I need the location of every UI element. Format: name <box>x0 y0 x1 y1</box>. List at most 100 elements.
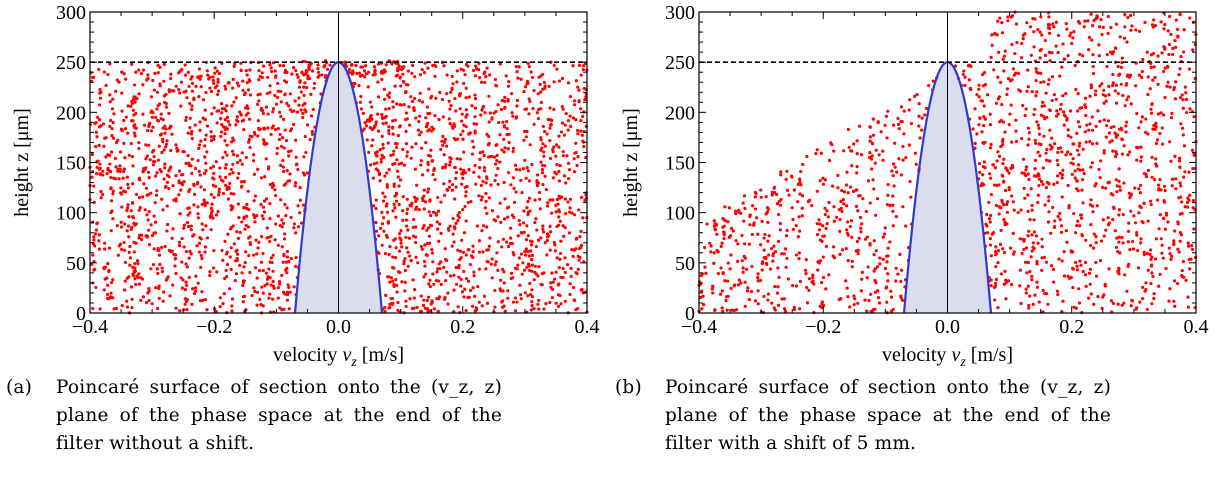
data-point <box>421 303 426 307</box>
data-point <box>201 228 205 232</box>
data-point <box>881 149 885 153</box>
data-point <box>1026 68 1030 72</box>
data-point <box>161 118 165 122</box>
data-point <box>994 277 999 282</box>
data-point <box>818 179 822 183</box>
data-point <box>382 155 386 160</box>
data-point <box>1122 36 1127 40</box>
data-point <box>1030 249 1034 253</box>
data-point <box>1042 134 1046 138</box>
data-point <box>416 128 421 132</box>
data-point <box>468 262 473 267</box>
data-point <box>736 242 740 246</box>
data-point <box>505 119 509 124</box>
data-point <box>434 96 438 100</box>
data-point <box>169 124 173 129</box>
data-point <box>187 224 191 229</box>
data-point <box>760 268 764 272</box>
data-point <box>527 112 531 116</box>
data-point <box>191 287 195 291</box>
data-point <box>466 279 471 283</box>
data-point <box>1166 29 1170 33</box>
data-point <box>264 197 269 201</box>
data-point <box>517 256 521 260</box>
data-point <box>427 234 431 238</box>
data-point <box>152 214 156 218</box>
data-point <box>987 217 992 221</box>
data-point <box>420 100 425 104</box>
data-point <box>1002 250 1007 255</box>
data-point <box>835 215 839 220</box>
data-point <box>897 127 901 131</box>
data-point <box>227 81 231 85</box>
data-point <box>165 180 170 184</box>
data-point <box>153 220 157 224</box>
data-point <box>1135 233 1139 237</box>
data-point <box>1176 35 1180 39</box>
data-point <box>422 188 426 192</box>
data-point <box>397 202 401 207</box>
data-point <box>1027 229 1031 233</box>
data-point <box>259 202 263 207</box>
data-point <box>493 219 498 223</box>
data-point <box>1094 89 1098 93</box>
data-point <box>429 213 433 218</box>
data-point <box>907 143 911 147</box>
data-point <box>1027 131 1031 135</box>
data-point <box>362 127 366 131</box>
data-point <box>510 241 514 246</box>
data-point <box>1002 157 1006 161</box>
data-point <box>1037 126 1041 130</box>
data-point <box>772 186 776 190</box>
data-point <box>1005 92 1009 97</box>
data-point <box>1083 19 1087 23</box>
data-point <box>1125 40 1129 44</box>
data-point <box>1075 178 1079 183</box>
data-point <box>747 297 751 302</box>
data-point <box>703 246 707 250</box>
data-point <box>381 199 386 203</box>
data-point <box>111 120 115 125</box>
data-point <box>1073 63 1077 68</box>
data-point <box>838 217 842 222</box>
data-point <box>388 280 392 284</box>
data-point <box>230 297 235 301</box>
data-point <box>443 137 447 142</box>
data-point <box>1081 168 1085 172</box>
data-point <box>1034 141 1038 145</box>
data-point <box>462 295 466 299</box>
data-point <box>769 246 774 251</box>
data-point <box>234 96 238 100</box>
data-point <box>269 132 273 137</box>
data-point <box>123 260 128 265</box>
data-point <box>109 210 113 215</box>
data-point <box>402 102 406 107</box>
y-tick-label: 300 <box>665 2 695 24</box>
data-point <box>134 126 138 130</box>
data-point <box>782 307 787 311</box>
data-point <box>131 164 135 168</box>
data-point <box>442 140 447 144</box>
data-point <box>1108 140 1112 144</box>
data-point <box>536 116 540 121</box>
data-point <box>391 152 395 157</box>
data-point <box>1080 178 1085 182</box>
data-point <box>961 72 965 77</box>
data-point <box>888 240 892 244</box>
data-point <box>481 150 485 154</box>
data-point <box>437 297 441 301</box>
data-point <box>386 141 390 145</box>
data-point <box>980 130 984 134</box>
data-point <box>1062 123 1066 127</box>
data-point <box>1156 112 1160 116</box>
data-point <box>164 127 168 131</box>
data-point <box>1100 82 1104 86</box>
data-point <box>561 107 565 111</box>
data-point <box>137 208 141 212</box>
data-point <box>151 163 155 167</box>
data-point <box>1001 143 1005 147</box>
data-point <box>276 243 280 247</box>
data-point <box>461 172 465 176</box>
data-point <box>1049 264 1054 268</box>
data-point <box>797 177 802 181</box>
